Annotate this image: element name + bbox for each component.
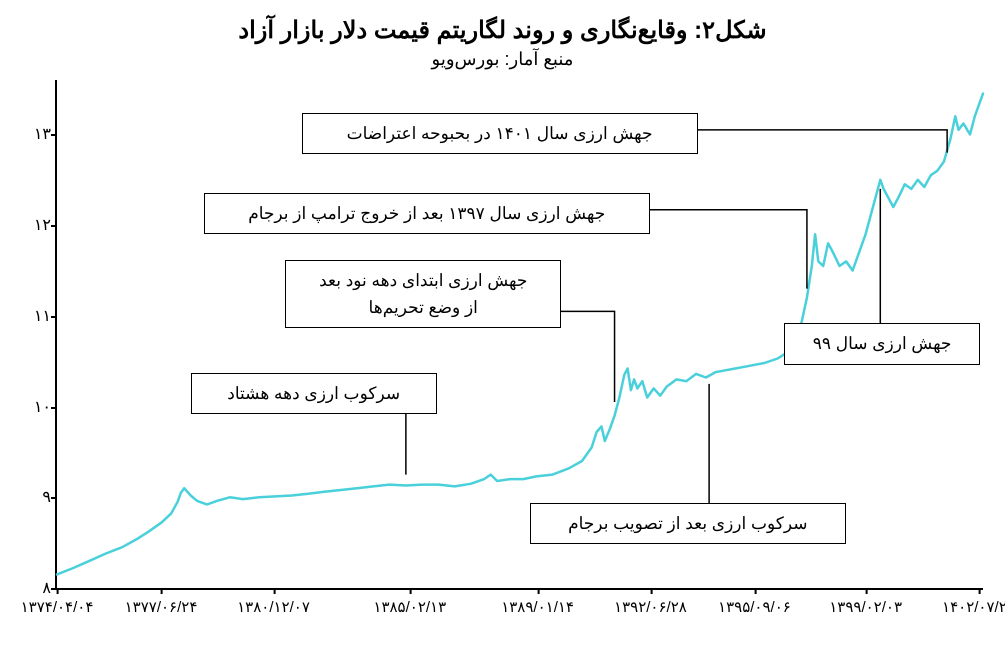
x-tick-label: ۱۳۸۵/۰۲/۱۳ bbox=[373, 598, 446, 616]
annotation-leader bbox=[677, 384, 710, 505]
y-tick-label: ۸ bbox=[17, 578, 51, 598]
x-tick-label: ۱۳۸۰/۱۲/۰۷ bbox=[237, 598, 310, 616]
y-tick-label: ۱۳ bbox=[17, 124, 51, 144]
annotation-a90s: جهش ارزی ابتدای دهه نود بعداز وضع تحریم‌… bbox=[285, 260, 561, 328]
x-tick-label: ۱۴۰۲/۰۷/۲۰ bbox=[942, 598, 1005, 616]
annotation-a1401: جهش ارزی سال ۱۴۰۱ در بحبوحه اعتراضات bbox=[302, 113, 698, 154]
chart-title: شکل۲: وقایع‌نگاری و روند لگاریتم قیمت دل… bbox=[20, 16, 985, 45]
annotation-barjam: سرکوب ارزی بعد از تصویب برجام bbox=[530, 503, 846, 544]
x-tick-label: ۱۳۹۵/۰۹/۰۶ bbox=[718, 598, 791, 616]
annotation-a97: جهش ارزی سال ۱۳۹۷ بعد از خروج ترامپ از ب… bbox=[204, 193, 650, 234]
x-tick-label: ۱۳۹۲/۰۶/۲۸ bbox=[614, 598, 687, 616]
x-tick-label: ۱۳۷۴/۰۴/۰۴ bbox=[21, 598, 94, 616]
annotation-a99: جهش ارزی سال ۹۹ bbox=[784, 323, 980, 364]
x-tick-label: ۱۳۹۹/۰۲/۰۳ bbox=[829, 598, 902, 616]
chart-area: ۸۹۱۰۱۱۱۲۱۳۱۳۷۴/۰۴/۰۴۱۳۷۷/۰۶/۲۴۱۳۸۰/۱۲/۰۷… bbox=[55, 80, 983, 590]
annotation-leader bbox=[680, 130, 947, 153]
chart-subtitle: منبع آمار: بورس‌ویو bbox=[20, 49, 985, 70]
x-tick-label: ۱۳۸۹/۰۱/۱۴ bbox=[501, 598, 574, 616]
x-tick-label: ۱۳۷۷/۰۶/۲۴ bbox=[125, 598, 198, 616]
y-tick-label: ۱۲ bbox=[17, 215, 51, 235]
y-tick-label: ۱۰ bbox=[17, 397, 51, 417]
y-tick-label: ۱۱ bbox=[17, 306, 51, 326]
annotation-leader bbox=[634, 210, 807, 289]
annotation-a80s: سرکوب ارزی دهه هشتاد bbox=[191, 373, 437, 414]
y-tick-label: ۹ bbox=[17, 487, 51, 507]
